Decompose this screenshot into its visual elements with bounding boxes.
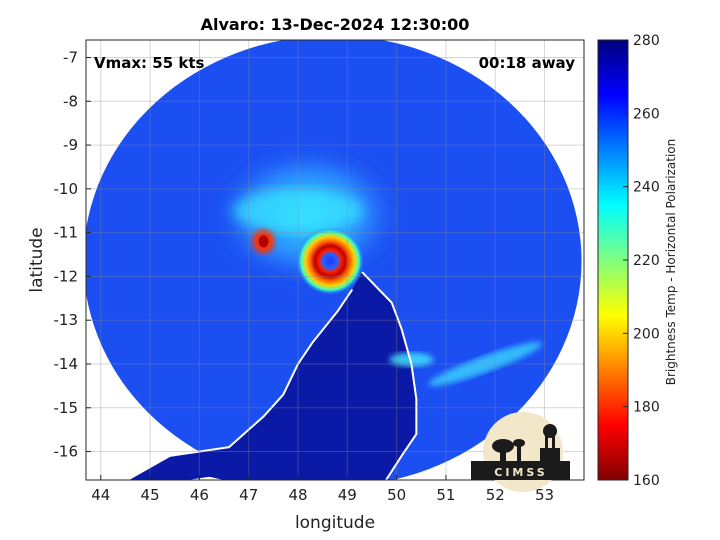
y-axis-ticks: -7 -8 -9 -10 -11 -12 -13 -14 -15 -16 [54, 49, 91, 461]
colorbar-tick-label: 160 [633, 473, 660, 489]
colorbar-tick-label: 280 [633, 33, 660, 49]
colorbar-tick-label: 260 [633, 106, 660, 122]
y-tick-label: -11 [54, 224, 79, 242]
eyewall [296, 227, 365, 296]
vmax-annotation: Vmax: 55 kts [94, 54, 204, 72]
band-east-inner [389, 352, 434, 367]
x-tick-label: 47 [239, 486, 258, 504]
coastline [125, 271, 418, 480]
x-tick-label: 45 [141, 486, 160, 504]
x-tick-label: 50 [387, 486, 406, 504]
y-tick-label: -14 [54, 355, 79, 373]
y-tick-label: -15 [54, 399, 79, 417]
colorbar-tick-label: 200 [633, 326, 660, 342]
cimss-logo-text: CIMSS [494, 466, 547, 479]
y-tick-label: -10 [54, 180, 79, 198]
band-north [233, 188, 364, 233]
colorbar-tick-label: 240 [633, 180, 660, 196]
y-tick-label: -8 [63, 92, 78, 110]
y-tick-label: -16 [54, 443, 79, 461]
y-axis-title: latitude [27, 227, 47, 292]
x-tick-label: 51 [436, 486, 455, 504]
y-tick-label: -13 [54, 311, 79, 329]
x-tick-label: 48 [288, 486, 307, 504]
colorbar-ticks: 160 180 200 220 240 260 280 [623, 33, 660, 489]
y-tick-label: -7 [63, 49, 78, 67]
band-east [428, 342, 542, 386]
x-tick-label: 44 [91, 486, 110, 504]
x-tick-label: 53 [535, 486, 554, 504]
x-tick-label: 49 [338, 486, 357, 504]
colorbar-tick-label: 220 [633, 253, 660, 269]
x-tick-label: 52 [486, 486, 505, 504]
time-offset-annotation: 00:18 away [479, 54, 576, 72]
y-tick-label: -9 [63, 136, 78, 154]
plot-frame [85, 39, 585, 481]
x-tick-label: 46 [190, 486, 209, 504]
colorbar-title: Brightness Temp - Horizontal Polarizatio… [664, 139, 678, 386]
cimss-logo: CIMSS [471, 412, 570, 492]
microwave-swath [86, 40, 582, 480]
colorbar-tick-label: 180 [633, 400, 660, 416]
chart-title: Alvaro: 13-Dec-2024 12:30:00 [201, 15, 470, 34]
x-axis-ticks: 44 45 46 47 48 49 50 51 52 53 [91, 475, 554, 504]
x-axis-title: longitude [295, 513, 375, 533]
land-cold-region [127, 272, 417, 480]
convective-band-west-core [258, 235, 269, 248]
y-tick-label: -12 [54, 267, 79, 285]
